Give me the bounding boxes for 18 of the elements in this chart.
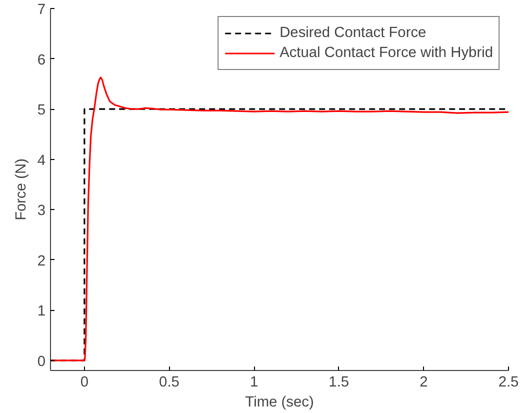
y-axis-title: Force (N) <box>13 158 30 220</box>
y-tick-label: 1 <box>37 304 46 320</box>
x-tick-label: 0 <box>80 374 89 390</box>
x-tick-label: 0.5 <box>159 374 180 390</box>
x-tick-label: 1.5 <box>328 374 350 390</box>
y-tick-label: 7 <box>37 2 46 18</box>
y-tick-label: 6 <box>37 52 46 68</box>
x-axis-title: Time (sec) <box>245 394 314 410</box>
legend-label: Actual Contact Force with Hybrid <box>280 45 493 61</box>
y-tick-label: 4 <box>37 152 46 169</box>
y-tick-label: 5 <box>37 102 46 119</box>
legend-label: Desired Contact Force <box>280 25 426 41</box>
x-tick-label: 2.5 <box>498 374 519 390</box>
x-tick-label: 1 <box>250 374 258 390</box>
x-tick-label: 2 <box>420 374 428 390</box>
y-tick-label: 0 <box>37 354 46 370</box>
y-tick-label: 2 <box>37 253 46 270</box>
y-tick-label: 3 <box>37 203 46 220</box>
